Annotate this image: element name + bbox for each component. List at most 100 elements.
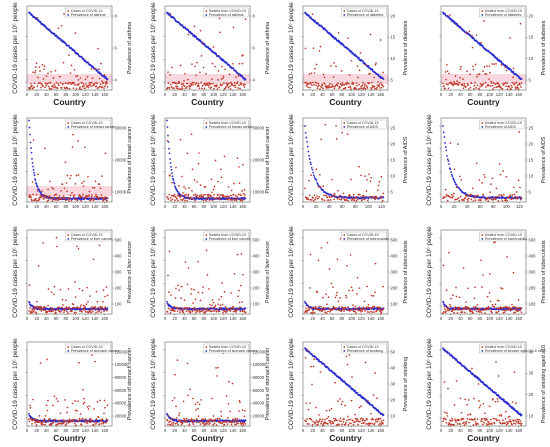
covid-point	[88, 196, 90, 198]
covid-point	[358, 84, 360, 86]
prevalence-point	[107, 307, 109, 309]
covid-point	[375, 64, 377, 66]
covid-point	[184, 73, 186, 75]
covid-point	[203, 67, 205, 69]
covid-point	[79, 288, 81, 290]
covid-point	[38, 306, 40, 308]
covid-point	[237, 420, 239, 422]
covid-point	[99, 183, 101, 185]
covid-point	[353, 194, 355, 196]
y2-axis-label: Prevalence of breast cancer	[265, 126, 271, 193]
covid-point	[359, 194, 361, 196]
prevalence-point	[29, 134, 31, 136]
covid-point	[495, 304, 497, 306]
covid-point	[186, 307, 188, 309]
y2-tick-label: 15	[391, 157, 396, 162]
prevalence-point	[450, 171, 452, 173]
x-tick-label: 20	[34, 428, 39, 433]
covid-point	[180, 199, 182, 201]
covid-point	[475, 199, 477, 201]
covid-point	[213, 194, 215, 196]
covid-point	[64, 198, 66, 200]
covid-point	[481, 286, 483, 288]
covid-point	[331, 283, 333, 285]
covid-point	[197, 261, 199, 263]
covid-point	[370, 177, 372, 179]
covid-point	[218, 87, 220, 89]
prevalence-point	[312, 169, 314, 171]
covid-point	[444, 306, 446, 308]
covid-point	[105, 196, 107, 198]
covid-point	[212, 63, 214, 65]
covid-point	[321, 86, 323, 88]
covid-point	[490, 81, 492, 83]
covid-point	[243, 422, 245, 424]
covid-point	[351, 60, 353, 62]
covid-point	[449, 304, 451, 306]
covid-point	[456, 309, 458, 311]
covid-point	[204, 308, 206, 310]
covid-point	[59, 76, 61, 78]
covid-point	[240, 311, 242, 313]
covid-point	[238, 410, 240, 412]
legend-marker	[205, 350, 207, 352]
x-tick-label: 0	[440, 92, 443, 97]
prevalence-point	[31, 152, 33, 154]
covid-point	[329, 83, 331, 85]
covid-point	[501, 64, 503, 66]
covid-point	[510, 194, 512, 196]
covid-point	[312, 197, 314, 199]
legend-marker	[205, 10, 207, 12]
covid-point	[195, 403, 197, 405]
covid-point	[28, 310, 30, 312]
covid-point	[234, 421, 236, 423]
covid-point	[482, 85, 484, 87]
covid-point	[225, 86, 227, 88]
covid-point	[382, 200, 384, 202]
covid-point	[200, 30, 202, 32]
covid-point	[53, 310, 55, 312]
covid-point	[217, 79, 219, 81]
y-axis-label: COVID-19 cases per 10⁶ people	[288, 338, 295, 430]
covid-point	[239, 88, 241, 90]
covid-point	[476, 311, 478, 313]
covid-point	[176, 87, 178, 89]
prevalence-point	[310, 161, 312, 163]
covid-point	[171, 182, 173, 184]
covid-point	[95, 312, 97, 314]
covid-point	[174, 397, 176, 399]
covid-point	[219, 196, 221, 198]
x-tick-label: 80	[353, 204, 358, 209]
covid-point	[320, 186, 322, 188]
covid-point	[476, 162, 478, 164]
y2-tick-label: 20000	[115, 157, 127, 162]
covid-point	[514, 194, 516, 196]
x-tick-label: 60	[330, 316, 335, 321]
covid-point	[88, 87, 90, 89]
covid-point	[215, 367, 217, 369]
y-axis-label: COVID-19 cases per 10⁶ people	[150, 114, 157, 206]
covid-point	[458, 307, 460, 309]
prevalence-point	[315, 357, 317, 359]
x-axis-label: Country	[191, 433, 224, 443]
prevalence-point	[309, 158, 311, 160]
covid-point	[107, 295, 109, 297]
covid-point	[514, 312, 516, 314]
covid-point	[345, 295, 347, 297]
covid-point	[231, 422, 233, 424]
covid-point	[43, 68, 45, 70]
covid-point	[364, 175, 366, 177]
covid-point	[41, 310, 43, 312]
covid-point	[518, 88, 520, 90]
covid-point	[495, 63, 497, 65]
covid-point	[222, 421, 224, 423]
prevalence-point	[28, 120, 30, 122]
covid-point	[53, 87, 55, 89]
covid-point	[192, 84, 194, 86]
covid-point	[359, 88, 361, 90]
covid-point	[226, 199, 228, 201]
covid-point	[209, 422, 211, 424]
